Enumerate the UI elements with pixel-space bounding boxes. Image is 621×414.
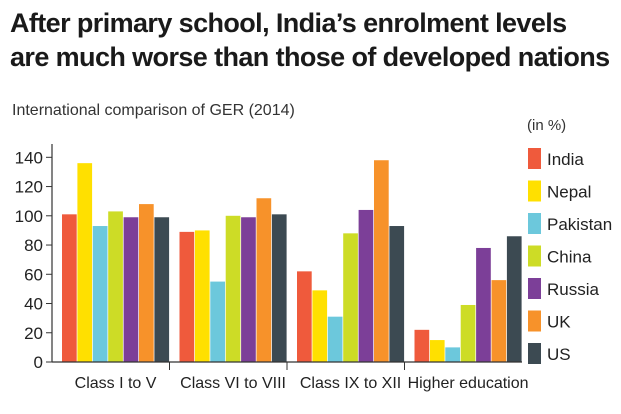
y-tick-label: 140 (15, 148, 43, 167)
legend: India Nepal Pakistan China Russia UK US (528, 148, 612, 364)
bar-india-3 (297, 271, 312, 362)
bar-russia-1 (123, 217, 139, 362)
bar-uk-1 (139, 204, 154, 362)
bar-india-1 (62, 214, 77, 362)
bar-china-3 (343, 233, 358, 362)
bar-pakistan-2 (210, 281, 225, 362)
legend-label-us: US (547, 345, 571, 364)
x-category-label: Class IX to XII (300, 375, 401, 392)
bar-uk-4 (491, 280, 507, 362)
bar-pakistan-3 (327, 316, 343, 362)
bar-russia-4 (476, 247, 491, 362)
bar-uk-2 (256, 198, 272, 362)
x-category-label: Class VI to VIII (180, 375, 286, 392)
chart-title: After primary school, India’s enrolment … (10, 8, 610, 72)
legend-swatch-uk (528, 310, 541, 332)
x-category-label: Higher education (408, 375, 529, 392)
legend-label-china: China (547, 248, 592, 267)
bar-uk-3 (374, 160, 389, 362)
legend-label-russia: Russia (547, 280, 600, 299)
bar-nepal-4 (429, 340, 445, 362)
bars-group (62, 160, 522, 362)
bar-india-4 (414, 329, 430, 362)
x-axis: Class I to V Class VI to VIII Class IX to … (52, 361, 529, 392)
legend-label-india: India (547, 150, 584, 169)
bar-china-1 (108, 211, 123, 362)
bar-us-4 (506, 236, 522, 362)
bar-russia-3 (358, 209, 374, 362)
y-tick-label: 80 (24, 236, 43, 255)
y-tick-label: 0 (34, 353, 43, 372)
bar-nepal-3 (312, 290, 328, 362)
bar-china-2 (225, 215, 241, 362)
y-tick-label: 120 (15, 178, 43, 197)
legend-swatch-china (528, 245, 541, 267)
y-axis: 0 20 40 60 80 100 120 140 (15, 144, 53, 372)
bar-china-4 (460, 304, 476, 362)
unit-label: (in %) (527, 117, 567, 134)
legend-swatch-pakistan (528, 213, 541, 234)
legend-label-nepal: Nepal (547, 183, 591, 202)
y-tick-label: 20 (24, 324, 43, 343)
chart-subtitle: International comparison of GER (2014) (12, 102, 295, 119)
x-category-label: Class I to V (75, 375, 157, 392)
legend-label-pakistan: Pakistan (547, 215, 612, 234)
legend-swatch-nepal (528, 180, 541, 202)
bar-pakistan-1 (92, 226, 108, 362)
bar-us-2 (271, 214, 287, 362)
bar-us-1 (154, 217, 170, 362)
bar-india-2 (179, 231, 195, 362)
legend-swatch-russia (528, 278, 541, 299)
legend-label-uk: UK (547, 313, 571, 332)
y-tick-label: 60 (24, 265, 43, 284)
legend-swatch-us (528, 343, 541, 364)
bar-nepal-1 (77, 163, 93, 362)
bar-russia-2 (241, 217, 256, 362)
y-tick-label: 40 (24, 295, 43, 314)
bar-nepal-2 (194, 230, 210, 362)
bar-us-3 (389, 226, 405, 362)
y-tick-label: 100 (15, 207, 43, 226)
legend-swatch-india (528, 148, 541, 169)
bar-pakistan-4 (445, 347, 460, 362)
